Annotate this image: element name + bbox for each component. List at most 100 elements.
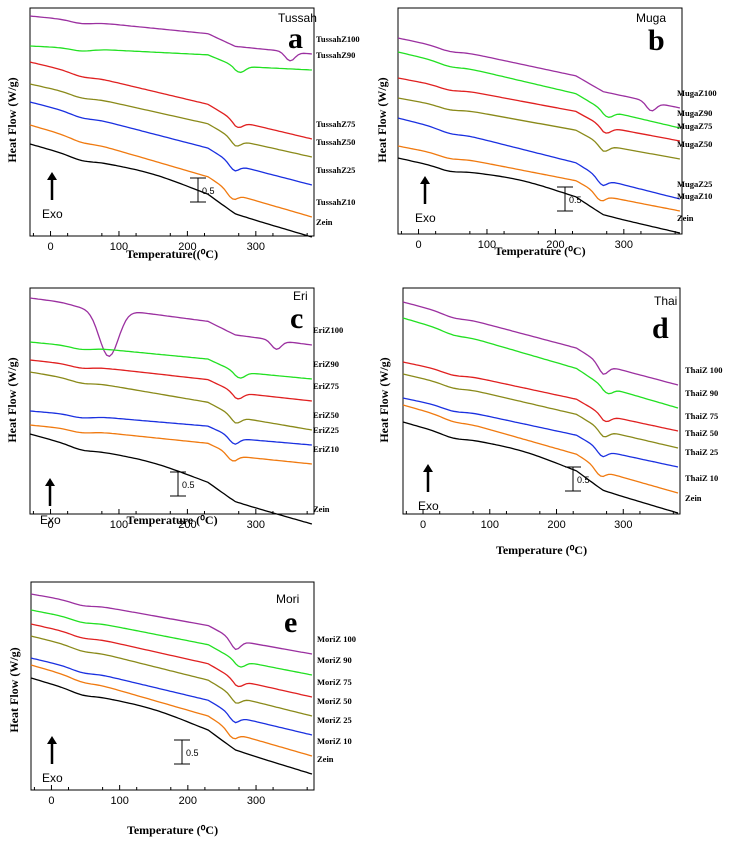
series-label: MugaZ75 xyxy=(677,121,712,131)
panel-letter: b xyxy=(648,24,665,57)
curve-thaiz25 xyxy=(402,397,679,468)
curve-eriz100 xyxy=(29,297,312,358)
curve-eriz25 xyxy=(29,410,312,446)
series-label: Zein xyxy=(313,504,330,514)
x-axis-label: Temperature (⁰C) xyxy=(494,244,585,258)
plot-frame xyxy=(402,287,681,515)
series-label: TussahZ50 xyxy=(316,137,355,147)
panel-title: Mori xyxy=(276,592,299,606)
series-label: MoriZ 50 xyxy=(317,696,352,706)
x-tick-label: 300 xyxy=(247,241,265,253)
series-label: EriZ10 xyxy=(313,444,339,454)
scale-bar-label: 0.5 xyxy=(202,186,215,196)
series-label: MoriZ 90 xyxy=(317,655,352,665)
curve-tussahz90 xyxy=(29,45,312,74)
curve-tussahz100 xyxy=(29,15,312,62)
series-label: EriZ90 xyxy=(313,359,339,369)
curve-mugaz50 xyxy=(397,97,681,160)
exo-label: Exo xyxy=(42,771,63,785)
series-label: TussahZ10 xyxy=(316,197,355,207)
curve-moriz50 xyxy=(30,635,313,717)
series-label: EriZ75 xyxy=(313,381,339,391)
panel-title: Thai xyxy=(654,294,677,308)
x-tick-label: 300 xyxy=(615,239,633,251)
exo-arrow-head xyxy=(45,478,55,486)
series-label: MugaZ10 xyxy=(677,191,712,201)
x-axis-label: Temperature (⁰C) xyxy=(126,513,217,527)
panel-letter: e xyxy=(284,606,297,639)
y-axis-label: Heat Flow (W/g) xyxy=(375,77,389,162)
curve-moriz90 xyxy=(30,609,313,676)
curve-thaiz50 xyxy=(402,373,679,449)
curve-zein xyxy=(29,143,313,238)
curve-zein xyxy=(402,421,679,514)
curve-mugaz10 xyxy=(397,145,681,212)
curve-zein xyxy=(397,157,681,234)
panel-a: 0 100 200 300 TussahZ100 TussahZ90 TussahZ75 Tu… xyxy=(5,7,360,261)
exo-label: Exo xyxy=(418,499,439,513)
scale-bar-label: 0.5 xyxy=(569,195,582,205)
x-axis-label: Temperature((⁰C) xyxy=(126,247,218,261)
series-label: EriZ25 xyxy=(313,425,339,435)
panel-title: Muga xyxy=(636,11,666,25)
x-axis-label: Temperature (⁰C) xyxy=(127,823,218,837)
x-tick-label: 300 xyxy=(247,519,265,531)
curve-thaiz10 xyxy=(402,404,679,494)
x-tick-label: 300 xyxy=(614,519,632,531)
series-label: MugaZ90 xyxy=(677,108,712,118)
series-label: MugaZ25 xyxy=(677,179,712,189)
curve-tussahz75 xyxy=(29,61,313,140)
series-label: Zein xyxy=(317,754,334,764)
scale-bar-label: 0.5 xyxy=(182,480,195,490)
series-label: ThaiZ 10 xyxy=(685,473,718,483)
series-label: ThaiZ 50 xyxy=(685,428,718,438)
series-label: TussahZ75 xyxy=(316,119,355,129)
series-label: ThaiZ 75 xyxy=(685,411,718,421)
x-tick-label: 200 xyxy=(179,795,197,807)
curve-tussahz50 xyxy=(29,83,313,158)
x-tick-label: 0 xyxy=(48,795,54,807)
plot-frame xyxy=(29,287,315,515)
plot-frame xyxy=(29,7,315,237)
x-tick-label: 100 xyxy=(478,239,496,251)
y-axis-label: Heat Flow (W/g) xyxy=(377,357,391,442)
exo-label: Exo xyxy=(40,513,61,527)
series-label: EriZ100 xyxy=(313,325,343,335)
curve-tussahz10 xyxy=(29,124,313,218)
scale-bar-label: 0.5 xyxy=(577,475,590,485)
series-label: MoriZ 10 xyxy=(317,736,352,746)
series-label: EriZ50 xyxy=(313,410,339,420)
x-tick-label: 200 xyxy=(178,241,196,253)
series-label: TussahZ100 xyxy=(316,34,360,44)
curve-mugaz25 xyxy=(397,117,681,200)
curve-moriz25 xyxy=(30,657,313,736)
x-tick-label: 100 xyxy=(110,519,128,531)
series-label: ThaiZ 25 xyxy=(685,447,718,457)
x-tick-label: 100 xyxy=(110,795,128,807)
x-tick-label: 200 xyxy=(178,519,196,531)
panel-title: Eri xyxy=(293,289,308,303)
curve-eriz75 xyxy=(29,359,312,402)
x-tick-label: 0 xyxy=(420,519,426,531)
x-tick-label: 100 xyxy=(110,241,128,253)
series-label: MoriZ 75 xyxy=(317,677,352,687)
y-axis-label: Heat Flow (W/g) xyxy=(5,77,19,162)
exo-arrow-head xyxy=(420,176,430,184)
scale-bar xyxy=(565,466,581,492)
panel-letter: c xyxy=(290,302,303,335)
scale-bar xyxy=(174,739,190,765)
exo-label: Exo xyxy=(42,207,63,221)
series-label: MoriZ 100 xyxy=(317,634,356,644)
scale-bar xyxy=(190,177,206,203)
curve-mugaz75 xyxy=(397,77,681,142)
curve-tussahz25 xyxy=(29,101,313,186)
scale-bar xyxy=(557,186,573,212)
exo-arrow-head xyxy=(423,464,433,472)
curve-thaiz90 xyxy=(402,317,679,409)
curve-thaiz75 xyxy=(402,361,679,432)
x-tick-label: 0 xyxy=(415,239,421,251)
x-tick-label: 200 xyxy=(547,519,565,531)
exo-arrow-head xyxy=(47,736,57,744)
